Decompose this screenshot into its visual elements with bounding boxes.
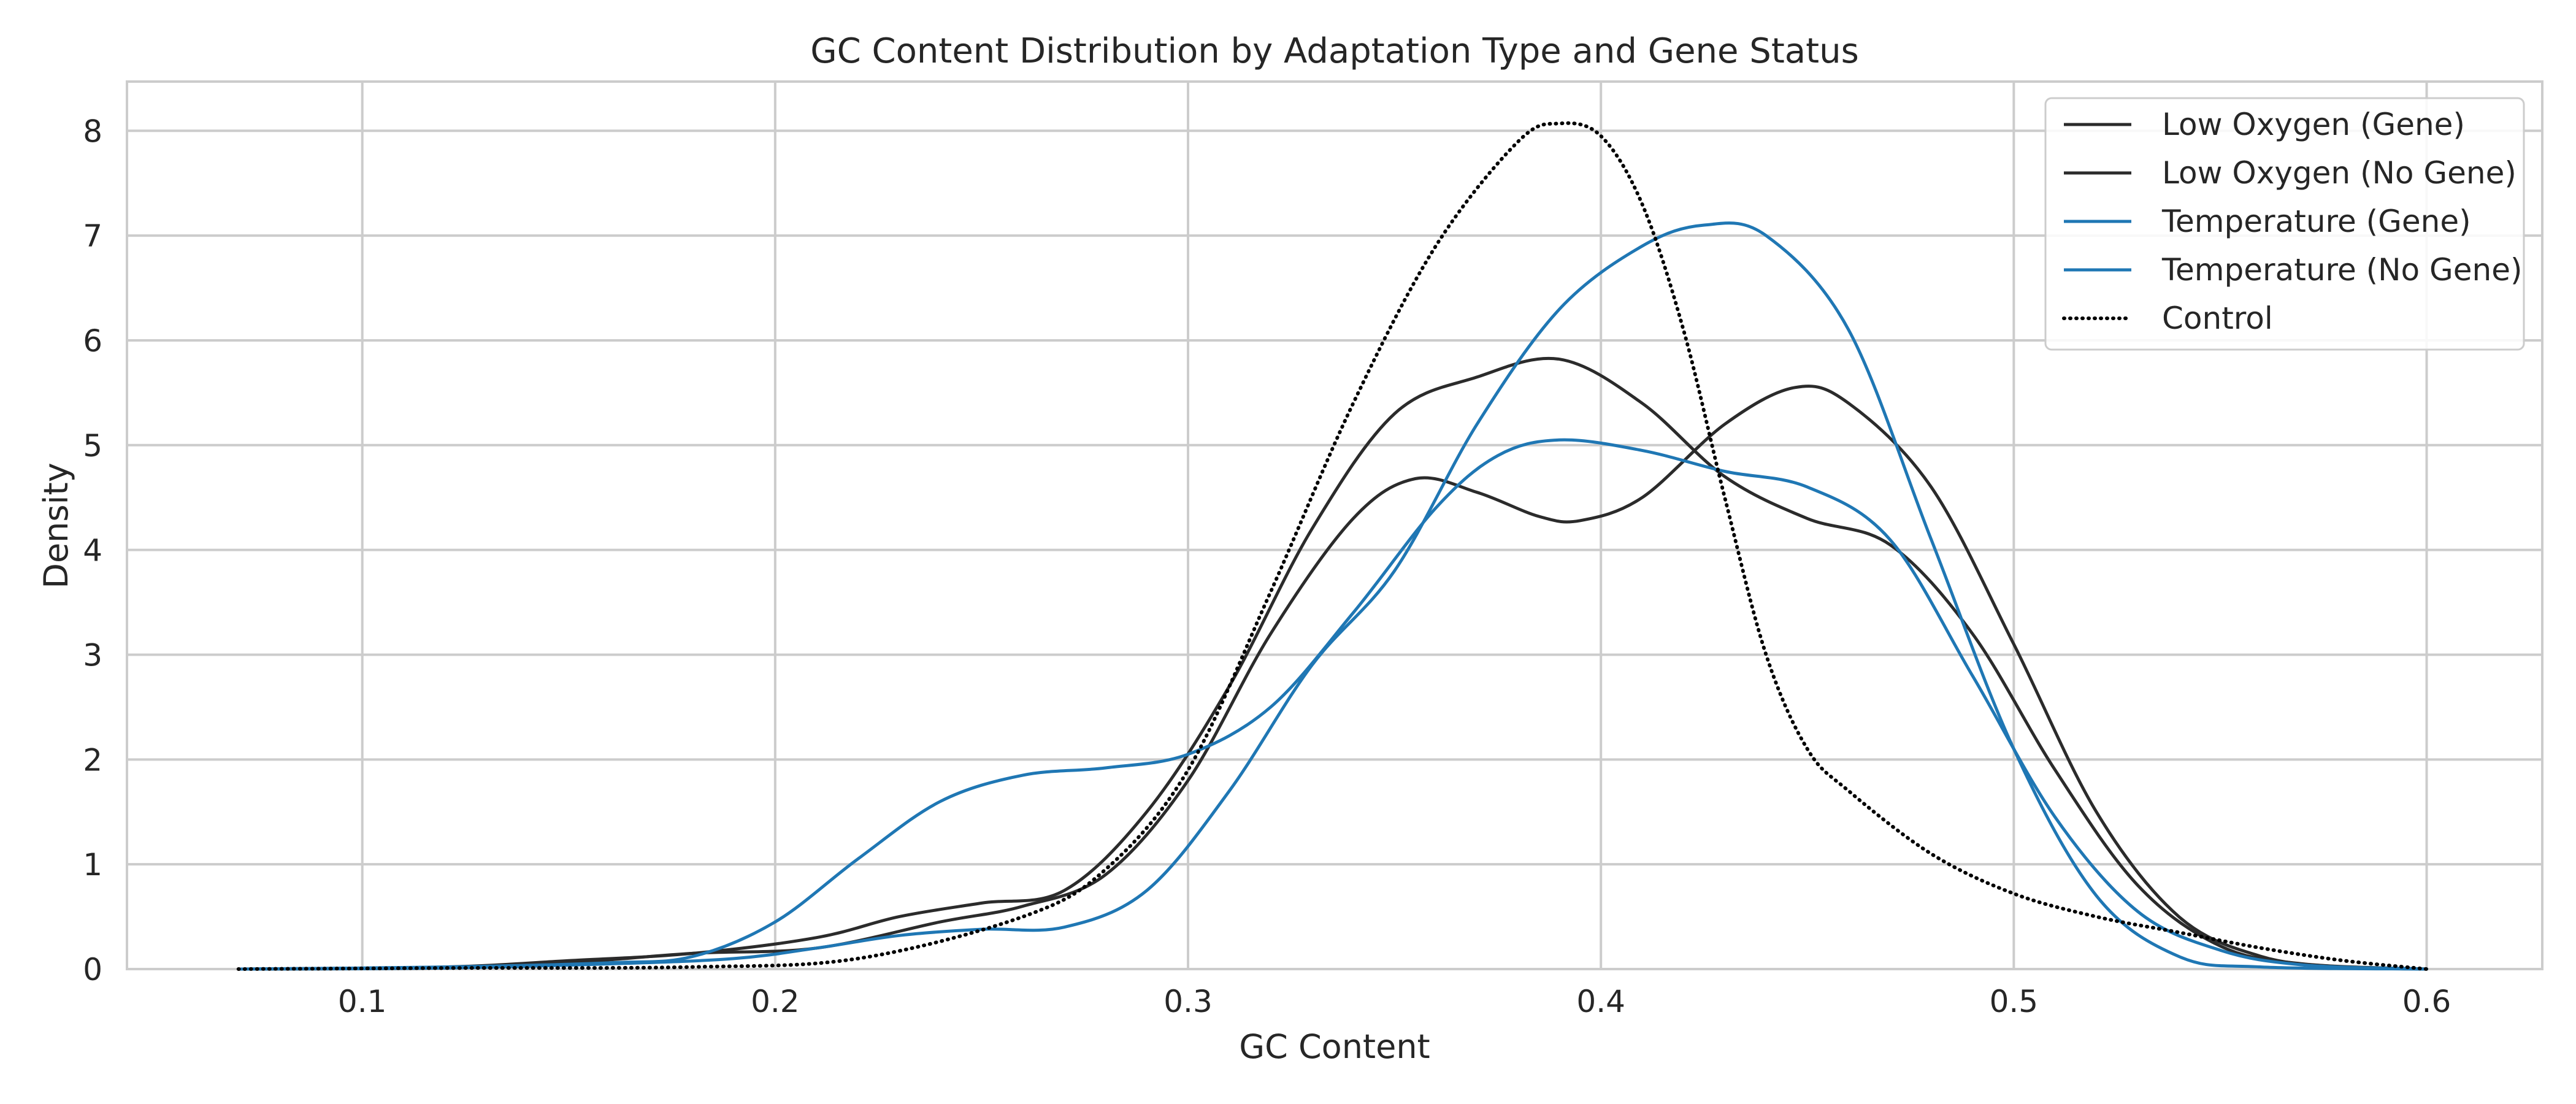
legend-label: Low Oxygen (Gene): [2162, 107, 2465, 142]
y-tick-label: 2: [83, 742, 102, 778]
y-tick-label: 3: [83, 637, 102, 673]
series-line-3: [237, 438, 2428, 971]
x-tick-label: 0.1: [338, 984, 387, 1019]
legend-label: Control: [2162, 301, 2273, 336]
x-tick-label: 0.3: [1163, 984, 1213, 1019]
legend-label: Temperature (Gene): [2161, 204, 2471, 239]
series-line-0: [237, 385, 2428, 971]
legend-box: [2044, 97, 2525, 351]
tick-labels: 0.1 0.2 0.3 0.4 0.5 0.6 0 1 2 3 4 5 6 7 8: [83, 113, 2451, 1019]
y-tick-label: 7: [83, 218, 102, 254]
legend-label: Temperature (No Gene): [2161, 252, 2522, 288]
y-tick-label: 5: [83, 428, 102, 464]
y-axis-title: Density: [37, 462, 75, 588]
y-tick-label: 4: [83, 533, 102, 569]
series-line-2: [237, 221, 2428, 971]
series-line-4: [236, 121, 2429, 971]
legend-label: Low Oxygen (No Gene): [2162, 155, 2517, 191]
chart-title: GC Content Distribution by Adaptation Ty…: [810, 31, 1859, 71]
series-line-1: [237, 356, 2428, 971]
legend: Low Oxygen (Gene) Low Oxygen (No Gene) Tem…: [2044, 97, 2525, 351]
plot-frame: [126, 80, 2543, 970]
x-tick-label: 0.6: [2402, 984, 2451, 1019]
y-tick-label: 1: [83, 847, 102, 883]
x-tick-label: 0.2: [751, 984, 800, 1019]
y-tick-label: 6: [83, 323, 102, 359]
series-lines: [236, 121, 2429, 971]
x-axis-title: GC Content: [1239, 1027, 1430, 1066]
x-tick-label: 0.4: [1576, 984, 1625, 1019]
y-tick-label: 0: [83, 952, 102, 987]
y-tick-label: 8: [83, 113, 102, 149]
x-tick-label: 0.5: [1990, 984, 2039, 1019]
